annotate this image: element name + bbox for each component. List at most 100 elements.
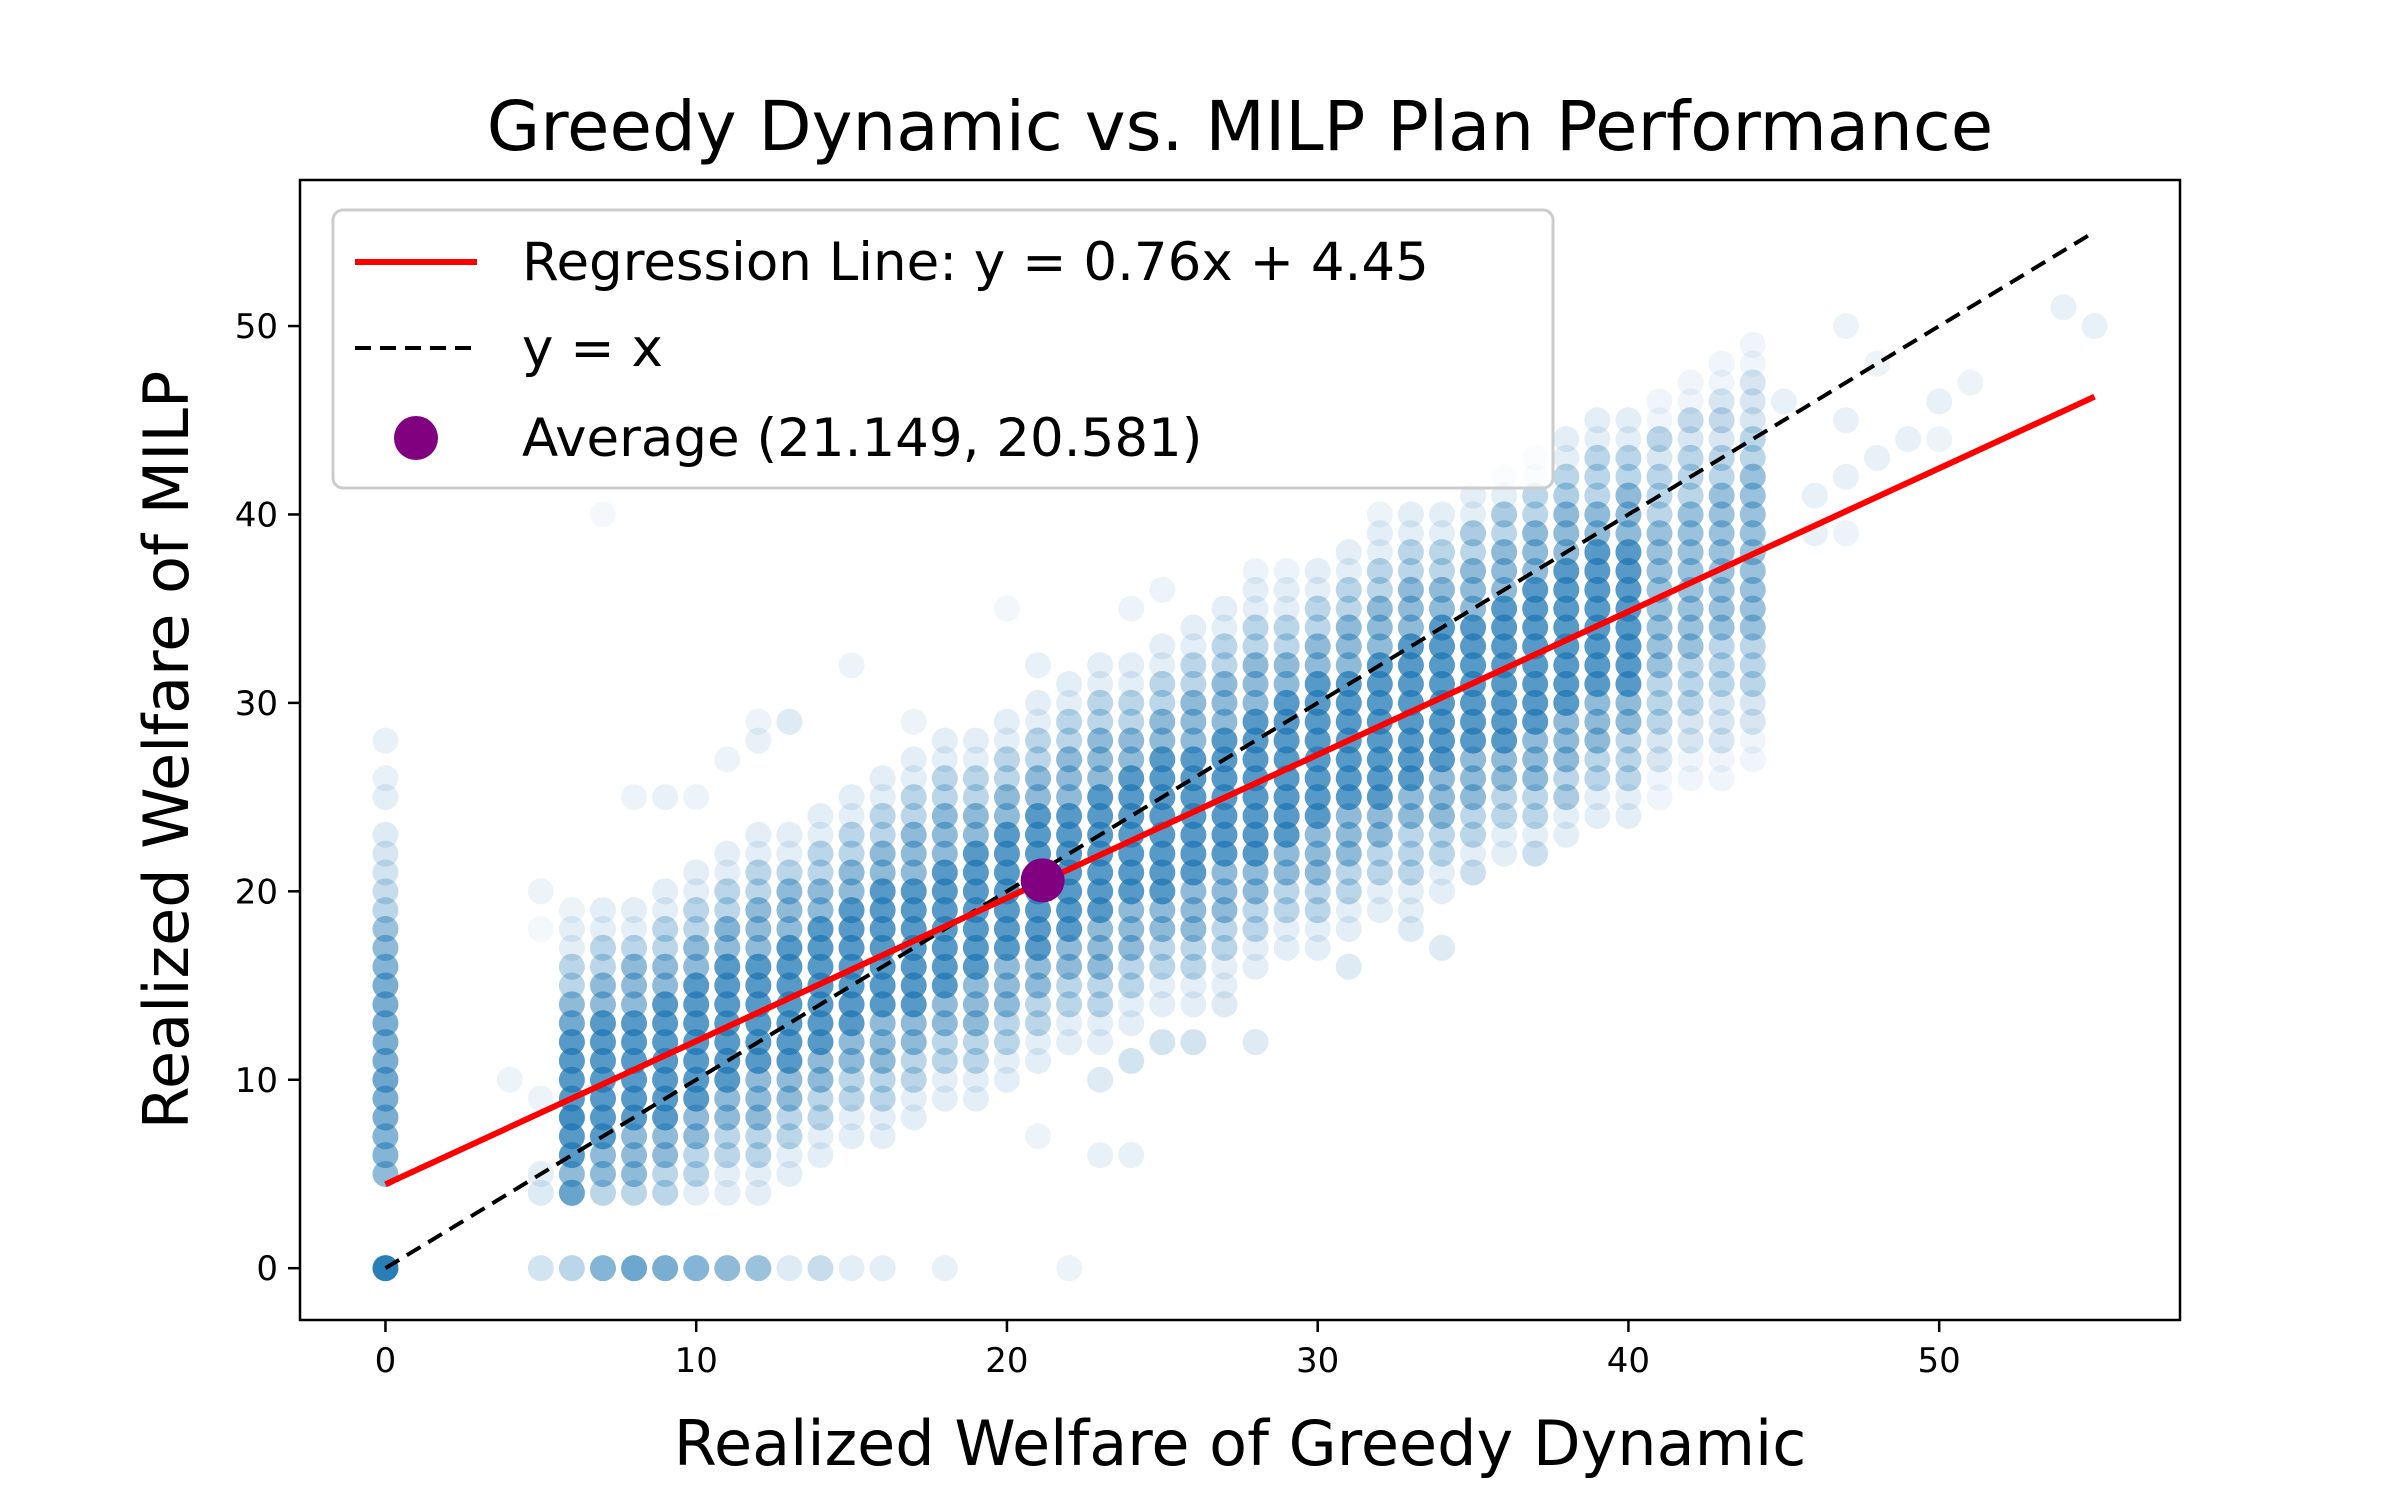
scatter-point	[1646, 727, 1673, 754]
scatter-point	[1087, 1066, 1114, 1093]
scatter-point	[714, 934, 741, 961]
scatter-point	[1397, 633, 1424, 660]
scatter-point	[931, 1255, 958, 1282]
scatter-point	[869, 765, 896, 792]
scatter-point	[1211, 934, 1238, 961]
scatter-point	[1118, 972, 1145, 999]
scatter-point	[1460, 576, 1487, 603]
scatter-point	[1397, 557, 1424, 584]
scatter-point	[1646, 689, 1673, 716]
scatter-point	[869, 1104, 896, 1131]
scatter-point	[1397, 671, 1424, 698]
scatter-point	[1211, 671, 1238, 698]
scatter-point	[838, 934, 865, 961]
scatter-point	[1584, 576, 1611, 603]
scatter-point	[1460, 802, 1487, 829]
scatter-point	[1025, 802, 1052, 829]
scatter-point	[558, 934, 585, 961]
scatter-point	[1304, 633, 1331, 660]
scatter-point	[1366, 539, 1393, 566]
scatter-point	[558, 972, 585, 999]
scatter-point	[745, 934, 772, 961]
scatter-point	[1335, 953, 1362, 980]
scatter-point	[1304, 614, 1331, 641]
scatter-point	[1211, 802, 1238, 829]
scatter-point	[589, 953, 616, 980]
scatter-point	[652, 1123, 679, 1150]
scatter-point	[589, 1255, 616, 1282]
scatter-point	[1180, 765, 1207, 792]
scatter-point	[962, 746, 989, 773]
scatter-point	[1118, 1010, 1145, 1037]
scatter-point	[745, 1142, 772, 1169]
scatter-point	[1739, 595, 1766, 622]
scatter-point	[589, 1047, 616, 1074]
scatter-point	[652, 878, 679, 905]
scatter-point	[1677, 539, 1704, 566]
scatter-point	[1180, 746, 1207, 773]
scatter-point	[1366, 727, 1393, 754]
scatter-point	[372, 784, 399, 811]
scatter-point	[900, 1066, 927, 1093]
scatter-point	[1646, 407, 1673, 434]
scatter-point	[1739, 671, 1766, 698]
scatter-point	[1739, 350, 1766, 377]
scatter-point	[807, 1085, 834, 1112]
scatter-point	[1460, 859, 1487, 886]
scatter-point	[1615, 576, 1642, 603]
scatter-point	[962, 821, 989, 848]
scatter-point	[931, 953, 958, 980]
scatter-point	[900, 897, 927, 924]
scatter-point	[993, 972, 1020, 999]
scatter-point	[1460, 539, 1487, 566]
scatter-point	[1553, 482, 1580, 509]
scatter-point	[1677, 652, 1704, 679]
scatter-point	[714, 972, 741, 999]
scatter-point	[1739, 520, 1766, 547]
scatter-point	[1180, 991, 1207, 1018]
scatter-point	[1460, 557, 1487, 584]
scatter-point	[1708, 350, 1735, 377]
scatter-point	[1180, 878, 1207, 905]
scatter-point	[652, 991, 679, 1018]
scatter-point	[652, 1066, 679, 1093]
scatter-point	[1584, 727, 1611, 754]
scatter-point	[372, 1085, 399, 1112]
scatter-point	[714, 897, 741, 924]
scatter-point	[1180, 916, 1207, 943]
scatter-point	[1118, 802, 1145, 829]
scatter-point	[1118, 840, 1145, 867]
scatter-point	[838, 916, 865, 943]
scatter-point	[1615, 765, 1642, 792]
scatter-point	[1335, 897, 1362, 924]
scatter-point	[589, 1029, 616, 1056]
scatter-point	[1242, 746, 1269, 773]
scatter-point	[1149, 708, 1176, 735]
scatter-point	[589, 1085, 616, 1112]
scatter-point	[1584, 784, 1611, 811]
scatter-point	[1304, 765, 1331, 792]
scatter-point	[838, 821, 865, 848]
x-tick-label: 20	[985, 1341, 1028, 1381]
scatter-point	[1087, 802, 1114, 829]
scatter-point	[1739, 407, 1766, 434]
scatter-point	[1118, 595, 1145, 622]
scatter-point	[1397, 746, 1424, 773]
scatter-point	[1397, 595, 1424, 622]
scatter-point	[1180, 859, 1207, 886]
scatter-point	[1180, 708, 1207, 735]
scatter-point	[745, 1066, 772, 1093]
scatter-point	[900, 784, 927, 811]
scatter-point	[1397, 840, 1424, 867]
scatter-point	[1553, 652, 1580, 679]
scatter-point	[1149, 897, 1176, 924]
scatter-point	[931, 859, 958, 886]
scatter-point	[1646, 501, 1673, 528]
scatter-point	[683, 953, 710, 980]
scatter-point	[838, 784, 865, 811]
scatter-point	[1304, 916, 1331, 943]
scatter-point	[1366, 802, 1393, 829]
scatter-point	[1553, 426, 1580, 453]
scatter-point	[1460, 727, 1487, 754]
scatter-point	[931, 934, 958, 961]
